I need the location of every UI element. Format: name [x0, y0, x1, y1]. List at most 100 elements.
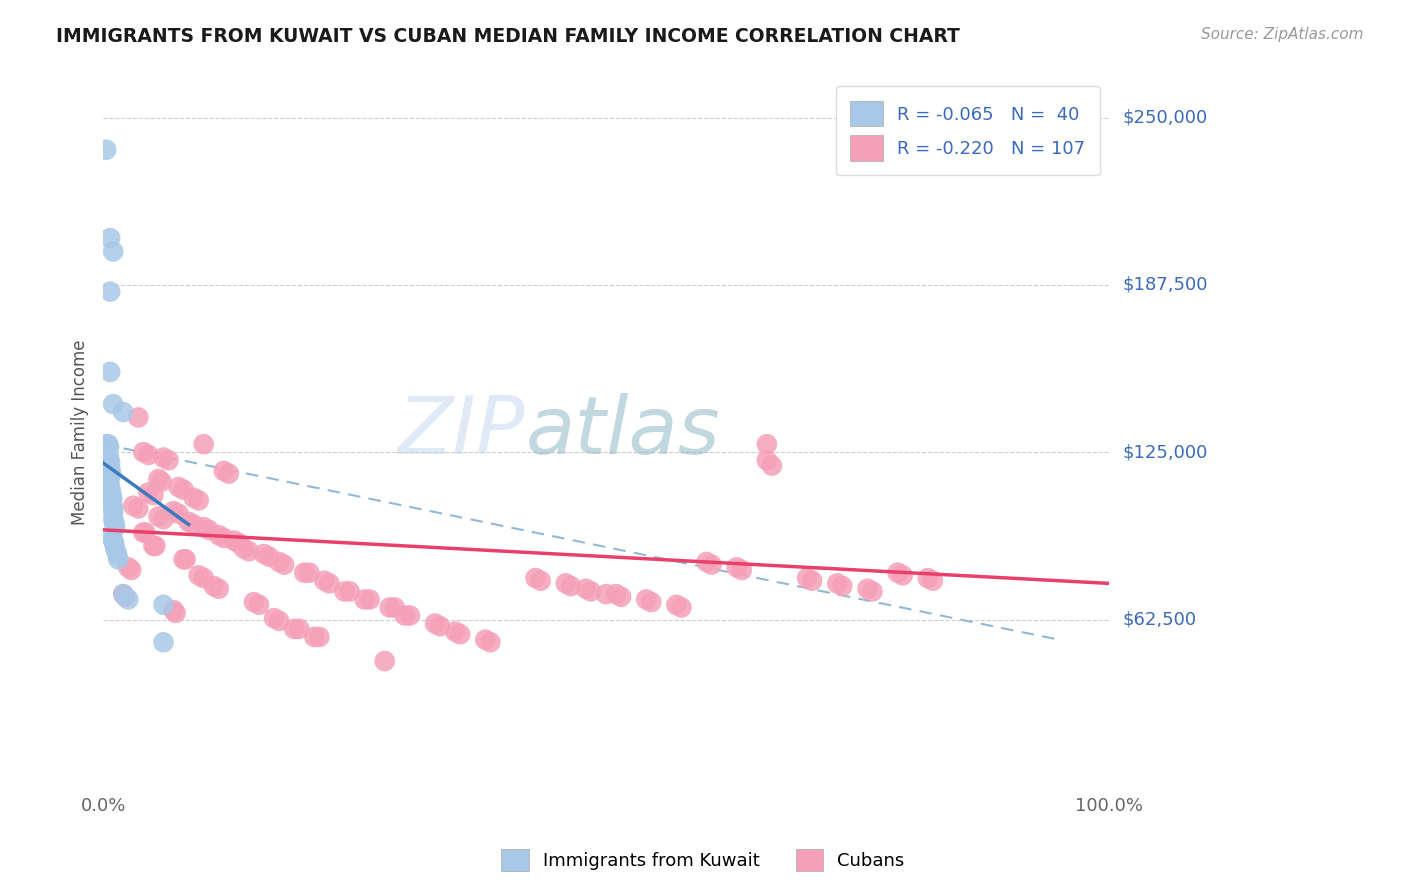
- Point: [228, 536, 250, 550]
- Point: [269, 555, 291, 569]
- Point: [605, 587, 627, 601]
- Point: [636, 592, 658, 607]
- Point: [640, 595, 662, 609]
- Text: Source: ZipAtlas.com: Source: ZipAtlas.com: [1201, 27, 1364, 42]
- Point: [117, 592, 139, 607]
- Point: [257, 549, 280, 564]
- Point: [94, 437, 117, 451]
- Point: [298, 566, 321, 580]
- Point: [138, 448, 160, 462]
- Point: [339, 584, 361, 599]
- Point: [100, 467, 122, 481]
- Point: [103, 536, 125, 550]
- Point: [333, 584, 356, 599]
- Point: [202, 579, 225, 593]
- Point: [152, 450, 174, 465]
- Point: [921, 574, 943, 588]
- Point: [831, 579, 853, 593]
- Point: [208, 582, 231, 596]
- Point: [318, 576, 340, 591]
- Point: [886, 566, 908, 580]
- Point: [100, 493, 122, 508]
- Point: [755, 437, 778, 451]
- Point: [100, 485, 122, 500]
- Point: [173, 552, 195, 566]
- Point: [247, 598, 270, 612]
- Point: [114, 590, 136, 604]
- Point: [112, 587, 135, 601]
- Y-axis label: Median Family Income: Median Family Income: [72, 339, 89, 524]
- Point: [444, 624, 467, 639]
- Point: [197, 523, 219, 537]
- Point: [127, 410, 149, 425]
- Point: [132, 445, 155, 459]
- Text: $187,500: $187,500: [1123, 276, 1208, 293]
- Point: [579, 584, 602, 599]
- Point: [98, 440, 121, 454]
- Point: [394, 608, 416, 623]
- Point: [891, 568, 914, 582]
- Point: [103, 244, 125, 259]
- Point: [98, 469, 121, 483]
- Point: [304, 630, 326, 644]
- Point: [212, 531, 235, 545]
- Point: [103, 501, 125, 516]
- Point: [269, 614, 291, 628]
- Point: [98, 450, 121, 465]
- Point: [222, 533, 245, 548]
- Point: [98, 456, 121, 470]
- Point: [97, 453, 120, 467]
- Point: [142, 488, 165, 502]
- Point: [122, 499, 145, 513]
- Point: [359, 592, 381, 607]
- Point: [167, 480, 190, 494]
- Point: [423, 616, 446, 631]
- Point: [429, 619, 451, 633]
- Point: [112, 405, 135, 419]
- Point: [104, 520, 127, 534]
- Point: [479, 635, 502, 649]
- Point: [308, 630, 330, 644]
- Point: [827, 576, 849, 591]
- Point: [208, 528, 231, 542]
- Point: [671, 600, 693, 615]
- Point: [104, 541, 127, 556]
- Point: [755, 453, 778, 467]
- Point: [917, 571, 939, 585]
- Point: [98, 475, 121, 489]
- Point: [530, 574, 553, 588]
- Point: [101, 496, 124, 510]
- Point: [103, 515, 125, 529]
- Point: [665, 598, 688, 612]
- Point: [187, 493, 209, 508]
- Point: [107, 552, 129, 566]
- Legend: Immigrants from Kuwait, Cubans: Immigrants from Kuwait, Cubans: [494, 842, 912, 879]
- Point: [314, 574, 336, 588]
- Point: [134, 525, 156, 540]
- Point: [761, 458, 783, 473]
- Point: [399, 608, 422, 623]
- Point: [103, 533, 125, 548]
- Point: [127, 501, 149, 516]
- Point: [97, 472, 120, 486]
- Point: [103, 517, 125, 532]
- Point: [232, 541, 254, 556]
- Legend: R = -0.065   N =  40, R = -0.220   N = 107: R = -0.065 N = 40, R = -0.220 N = 107: [835, 87, 1099, 176]
- Point: [120, 563, 142, 577]
- Point: [112, 587, 135, 601]
- Point: [253, 547, 276, 561]
- Point: [103, 504, 125, 518]
- Point: [524, 571, 547, 585]
- Point: [152, 598, 174, 612]
- Point: [187, 568, 209, 582]
- Point: [696, 555, 718, 569]
- Point: [101, 491, 124, 505]
- Point: [177, 515, 200, 529]
- Point: [560, 579, 582, 593]
- Point: [152, 635, 174, 649]
- Text: atlas: atlas: [526, 393, 720, 471]
- Point: [238, 544, 260, 558]
- Text: ZIP: ZIP: [398, 393, 526, 471]
- Point: [145, 539, 167, 553]
- Text: IMMIGRANTS FROM KUWAIT VS CUBAN MEDIAN FAMILY INCOME CORRELATION CHART: IMMIGRANTS FROM KUWAIT VS CUBAN MEDIAN F…: [56, 27, 960, 45]
